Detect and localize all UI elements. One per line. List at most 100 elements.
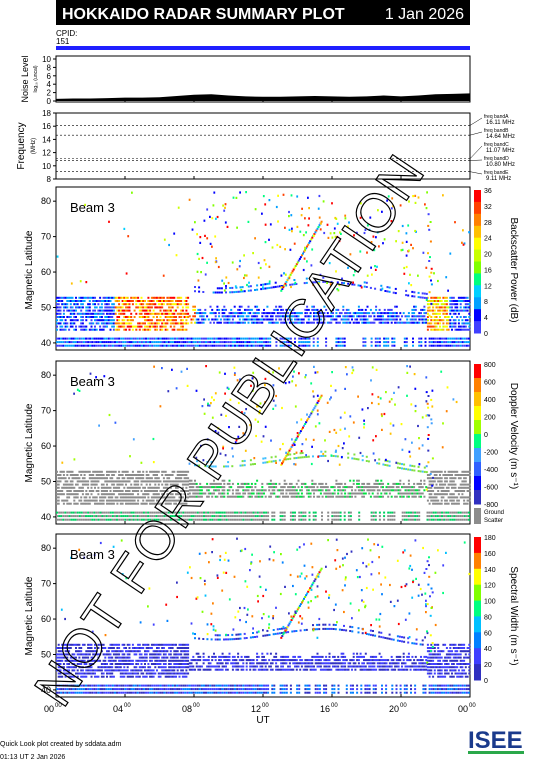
power-cell — [85, 337, 87, 340]
power-cell — [100, 328, 103, 331]
vel-cell — [250, 511, 253, 514]
power-cell — [99, 316, 102, 318]
wid-cell — [167, 688, 170, 691]
vel-cell — [335, 431, 338, 434]
power-cell — [83, 328, 86, 331]
vel-cell — [97, 480, 100, 483]
vel-cell — [335, 449, 337, 452]
power-cell — [91, 337, 94, 340]
vel-cell — [283, 511, 286, 514]
power-cell — [369, 286, 372, 289]
vel-cell — [126, 511, 129, 514]
power-cell — [299, 230, 302, 233]
vel-cell — [445, 410, 448, 413]
wid-cell — [238, 688, 241, 691]
power-cell — [227, 344, 230, 347]
vel-cell — [187, 493, 190, 496]
power-cell — [323, 305, 326, 308]
power-cell — [81, 303, 84, 306]
power-cell — [185, 300, 188, 302]
vel-cell — [62, 474, 65, 476]
vel-cell — [186, 384, 189, 387]
vel-cell — [333, 428, 336, 432]
vel-cell — [454, 474, 457, 476]
vel-cell — [103, 515, 106, 518]
power-cell — [75, 296, 77, 299]
vel-cell — [318, 495, 321, 498]
power-cell — [417, 196, 420, 199]
power-cell — [364, 228, 367, 231]
vel-cell — [123, 470, 126, 473]
vel-cell — [452, 493, 455, 496]
power-cell — [194, 312, 196, 315]
frequency-band-value: 9.11 MHz — [486, 176, 511, 182]
power-cell — [242, 321, 245, 324]
vel-cell — [272, 407, 275, 410]
power-cell — [171, 344, 174, 347]
vel-cell — [213, 398, 215, 402]
vel-cell — [106, 502, 108, 505]
vel-cell — [163, 515, 166, 518]
power-cell — [254, 341, 257, 344]
vel-cell — [309, 486, 312, 489]
frequency-ytick-label: 16 — [42, 122, 51, 131]
vel-cell — [464, 496, 467, 499]
vel-cell — [213, 486, 215, 489]
power-cell — [78, 312, 81, 315]
wid-cell — [157, 688, 160, 691]
power-cell — [217, 265, 220, 269]
vel-cell — [449, 477, 452, 480]
vel-cell — [394, 482, 397, 485]
vel-cell — [211, 492, 214, 495]
power-cell — [200, 312, 203, 315]
wid-cell — [91, 684, 94, 687]
vel-cell — [307, 489, 310, 492]
power-cell — [453, 341, 456, 344]
vel-cell — [381, 414, 383, 418]
power-cell — [214, 318, 217, 321]
power-cell — [149, 328, 152, 331]
vel-cell — [80, 499, 83, 502]
power-cell — [121, 322, 124, 325]
power-cell — [427, 213, 430, 216]
power-cell — [176, 300, 179, 302]
vel-cell — [307, 455, 310, 458]
vel-cell — [282, 489, 284, 492]
vel-cell — [66, 483, 69, 486]
power-cell — [112, 296, 115, 299]
power-cell — [279, 341, 282, 344]
vel-cell — [372, 518, 375, 521]
vel-cell — [133, 486, 136, 489]
vel-cell — [263, 515, 265, 518]
power-cell — [464, 328, 467, 331]
vel-cell — [144, 502, 146, 505]
power-cell — [256, 284, 259, 287]
vel-cell — [260, 511, 263, 514]
vel-cell — [152, 499, 155, 502]
vel-cell — [302, 518, 305, 521]
vel-cell — [85, 502, 88, 505]
power-cell — [452, 319, 455, 322]
vel-cell — [373, 482, 376, 485]
power-cell — [354, 318, 357, 321]
power-cell — [291, 227, 293, 230]
power-cell — [90, 322, 93, 325]
power-cell — [142, 309, 145, 312]
power-cell — [145, 328, 148, 331]
vel-cell — [149, 515, 152, 518]
frequency-ylabel: Frequency — [16, 122, 27, 169]
vel-cell — [447, 483, 450, 486]
power-cell — [457, 337, 460, 340]
power-cell — [123, 303, 126, 306]
vel-cell — [100, 499, 103, 502]
vel-cell — [456, 474, 459, 476]
vel-cell — [361, 489, 364, 492]
power-cell — [116, 322, 119, 325]
vel-cell — [354, 492, 357, 495]
power-cell — [111, 344, 114, 347]
vel-cell — [330, 495, 333, 498]
wid-cell — [145, 684, 147, 687]
vel-cell — [175, 499, 177, 502]
power-cell — [442, 194, 444, 197]
power-cell — [284, 282, 287, 285]
